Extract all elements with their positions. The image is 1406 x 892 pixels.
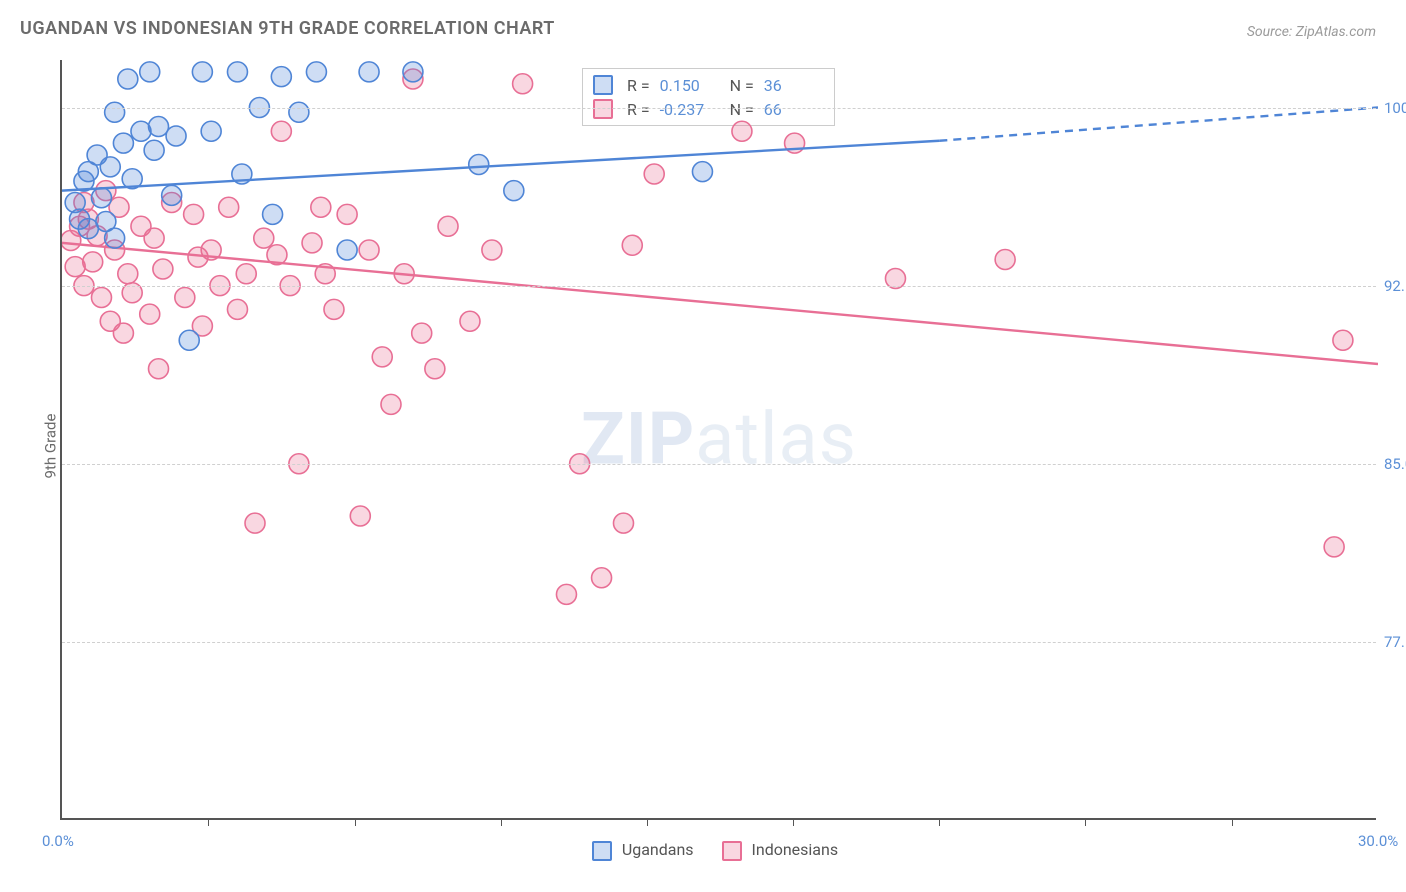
chart-container: UGANDAN VS INDONESIAN 9TH GRADE CORRELAT…: [0, 0, 1406, 892]
x-tick-mark: [647, 818, 648, 826]
y-tick-label: 77.5%: [1384, 633, 1406, 651]
y-tick-label: 92.5%: [1384, 277, 1406, 295]
x-tick-mark: [355, 818, 356, 826]
x-tick-label: 30.0%: [1358, 832, 1398, 850]
x-tick-mark: [1085, 818, 1086, 826]
x-tick-mark: [208, 818, 209, 826]
source-label: Source: ZipAtlas.com: [1247, 24, 1376, 40]
chart-title: UGANDAN VS INDONESIAN 9TH GRADE CORRELAT…: [20, 18, 555, 39]
y-axis-label: 9th Grade: [41, 414, 59, 479]
plot-area: ZIPatlas R = 0.150 N = 36 R = -0.237 N =…: [60, 60, 1376, 820]
gridline: [62, 108, 1376, 109]
swatch-indonesians: [722, 841, 742, 861]
x-tick-mark: [939, 818, 940, 826]
x-tick-mark: [1232, 818, 1233, 826]
x-tick-label: 0.0%: [42, 832, 74, 850]
gridline: [62, 642, 1376, 643]
y-tick-label: 100.0%: [1384, 99, 1406, 117]
swatch-ugandans: [592, 841, 612, 861]
legend-label-indonesians: Indonesians: [752, 840, 839, 859]
gridline: [62, 286, 1376, 287]
gridline: [62, 464, 1376, 465]
bottom-legend: Ugandans Indonesians: [0, 840, 1406, 861]
plot-svg: [62, 60, 1378, 820]
x-tick-mark: [793, 818, 794, 826]
legend-label-ugandans: Ugandans: [622, 840, 694, 859]
y-tick-label: 85.0%: [1384, 455, 1406, 473]
x-tick-mark: [501, 818, 502, 826]
